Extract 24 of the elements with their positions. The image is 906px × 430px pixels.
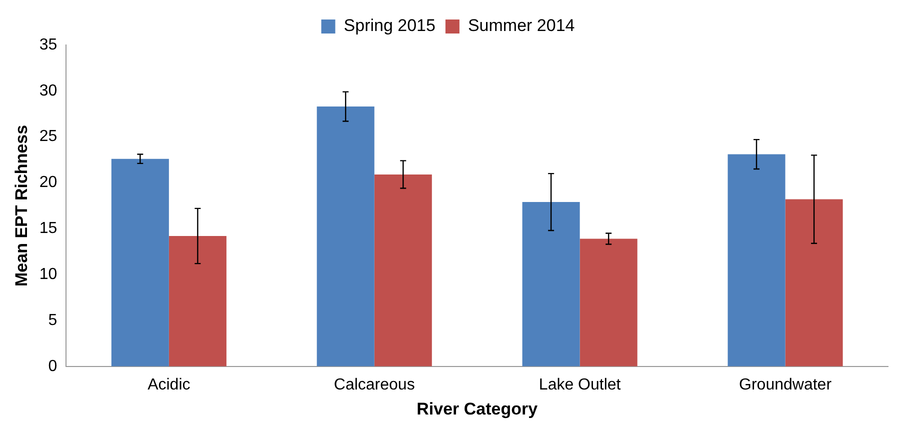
y-axis-title: Mean EPT Richness bbox=[12, 124, 31, 286]
y-tick-label: 35 bbox=[39, 36, 58, 54]
x-axis-title: River Category bbox=[416, 399, 538, 418]
bar bbox=[785, 199, 843, 366]
x-tick-label: Lake Outlet bbox=[538, 376, 622, 394]
y-tick-label: 25 bbox=[39, 128, 58, 146]
bar bbox=[316, 106, 374, 366]
y-tick-label: 15 bbox=[39, 220, 58, 238]
bar bbox=[168, 236, 226, 366]
x-tick-label: Groundwater bbox=[739, 376, 832, 394]
bar bbox=[374, 174, 432, 366]
y-tick-label: 20 bbox=[39, 174, 58, 192]
y-tick-label: 10 bbox=[39, 266, 58, 283]
legend-label: Summer 2014 bbox=[468, 16, 575, 36]
bar bbox=[580, 238, 638, 366]
bar bbox=[111, 158, 169, 366]
legend-label: Spring 2015 bbox=[344, 16, 436, 36]
x-tick-label: Calcareous bbox=[334, 376, 415, 394]
y-tick-label: 0 bbox=[48, 358, 58, 375]
x-tick-label: Acidic bbox=[148, 376, 190, 394]
y-tick-label: 30 bbox=[39, 82, 58, 100]
y-tick-label: 5 bbox=[48, 312, 58, 329]
bar bbox=[728, 154, 786, 366]
bar bbox=[522, 202, 580, 366]
